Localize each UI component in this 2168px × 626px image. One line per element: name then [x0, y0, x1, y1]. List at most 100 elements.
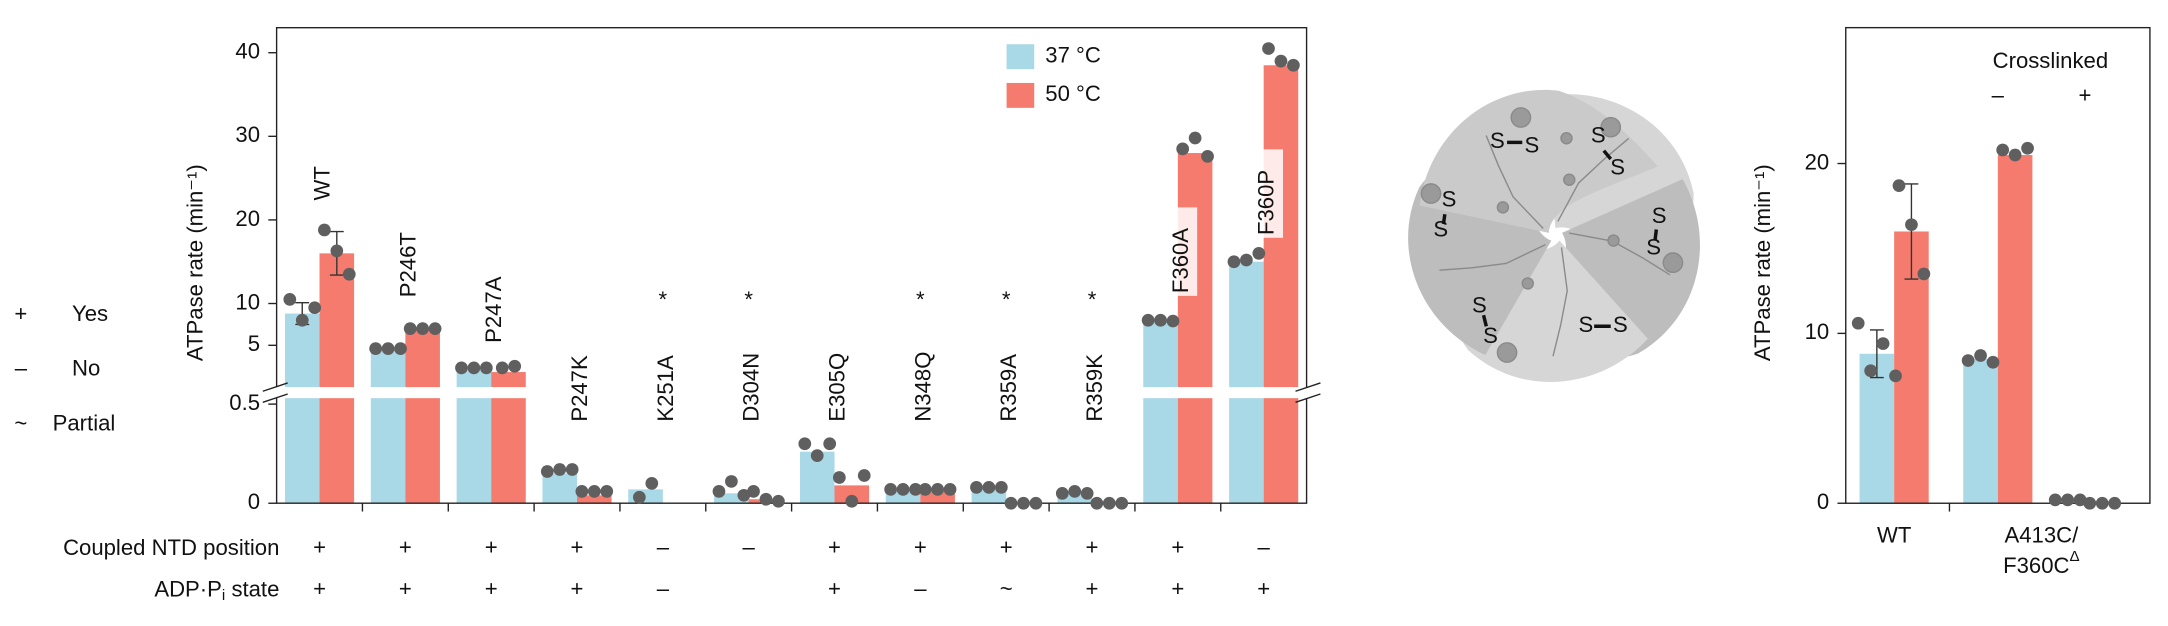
- break-mark: [262, 382, 288, 392]
- chains: [1420, 107, 1684, 363]
- row-symbol: +: [828, 576, 841, 601]
- bar: [1177, 153, 1213, 504]
- replicate-dot: [970, 481, 983, 494]
- replicate-dot: [1287, 58, 1300, 72]
- row-symbol: –: [743, 535, 756, 560]
- replicate-dot: [1154, 313, 1167, 327]
- bar: [405, 328, 440, 504]
- row-label-part: ADP·P: [154, 576, 222, 601]
- replicate-dot: [1851, 316, 1865, 330]
- replicate-dot: [2021, 141, 2034, 155]
- replicate-dot: [1892, 179, 1906, 192]
- s-label: S: [1472, 293, 1487, 318]
- label-bg: [1166, 207, 1198, 296]
- row-symbol: +: [313, 576, 326, 601]
- key-label: No: [72, 356, 100, 381]
- replicate-dot: [1974, 349, 1987, 362]
- row-label: ADP·Pi state: [154, 576, 279, 604]
- replicate-dot: [798, 437, 812, 451]
- axis-frame: [1845, 26, 2151, 504]
- replicate-dot: [1004, 496, 1018, 510]
- category-line: F360C: [2003, 553, 2069, 578]
- replicate-dot: [479, 361, 493, 375]
- bar: [284, 313, 320, 504]
- replicate-dot: [918, 482, 932, 496]
- replicate-dot: [1274, 54, 1288, 68]
- category-label: K251A: [653, 355, 678, 422]
- replicate-dot: [403, 322, 417, 335]
- category-label: WT: [310, 166, 335, 200]
- significance-mark: *: [659, 287, 668, 312]
- replicate-dot: [565, 463, 579, 476]
- replicate-dot: [1201, 150, 1214, 163]
- replicate-dot: [632, 490, 646, 504]
- replicate-dot: [1961, 354, 1975, 367]
- category-label: P246T: [395, 232, 420, 297]
- replicate-dot: [495, 361, 509, 375]
- error-bar: [1904, 183, 1919, 280]
- category-line: A413C/: [2005, 522, 2080, 547]
- replicate-dot: [540, 465, 554, 478]
- row-symbol: +: [1000, 535, 1013, 560]
- y-axis-label: ATPase rate (min⁻¹): [182, 164, 207, 361]
- s-label: S: [1483, 323, 1498, 348]
- y-tick-label: 30: [235, 122, 260, 147]
- replicate-dot: [1166, 314, 1180, 328]
- label-bg: [1252, 149, 1284, 238]
- y-tick-label: 0.5: [229, 390, 260, 415]
- key-symbol: ~: [14, 410, 27, 435]
- replicate-dot: [845, 494, 859, 508]
- replicate-dot: [1068, 484, 1082, 498]
- legend-label: 37 °C: [1045, 43, 1101, 68]
- replicate-dot: [884, 482, 897, 496]
- replicate-dot: [600, 484, 614, 498]
- key-symbol: +: [14, 301, 27, 326]
- replicate-dot: [737, 488, 751, 502]
- replicate-dot: [295, 313, 309, 327]
- replicate-dot: [1176, 142, 1190, 156]
- replicate-dot: [1996, 143, 2010, 157]
- replicate-dot: [553, 463, 567, 476]
- header: Crosslinked: [1993, 48, 2109, 73]
- bar: [370, 348, 406, 504]
- row-symbol: +: [571, 576, 584, 601]
- row-symbol: +: [1086, 576, 1099, 601]
- s-label: S: [1646, 235, 1661, 260]
- replicate-dot: [823, 437, 837, 451]
- key-symbol: –: [15, 356, 28, 381]
- replicate-dot: [1188, 131, 1202, 145]
- y-tick-label: 0: [248, 489, 260, 514]
- row-symbol: +: [399, 535, 412, 560]
- replicate-dot: [931, 482, 944, 496]
- replicate-dot: [1917, 267, 1931, 281]
- replicate-dot: [982, 481, 996, 494]
- replicate-dot: [308, 301, 322, 315]
- y-tick-label: 20: [235, 206, 260, 231]
- replicate-dot: [725, 475, 738, 488]
- category-label: N348Q: [910, 352, 935, 422]
- replicate-dot: [896, 482, 910, 496]
- significance-mark: *: [1088, 287, 1097, 312]
- row-symbol: +: [1171, 576, 1184, 601]
- replicate-dot: [759, 492, 773, 506]
- category-label: R359K: [1082, 354, 1107, 422]
- replicate-dot: [2008, 148, 2022, 162]
- category-label: F360A: [1168, 228, 1193, 293]
- replicate-dot: [772, 494, 785, 508]
- y-axis-label: ATPase rate (min⁻¹): [1750, 164, 1775, 361]
- break-mark: [1295, 393, 1321, 403]
- significance-mark: *: [1002, 287, 1011, 312]
- replicate-dot: [330, 244, 344, 258]
- break-mark: [1295, 382, 1321, 392]
- replicate-dot: [587, 484, 601, 498]
- replicate-dot: [1102, 496, 1116, 510]
- s-label: S: [1613, 312, 1628, 337]
- s-label: S: [1610, 155, 1625, 180]
- s-label: S: [1591, 123, 1606, 148]
- y-tick-label: 40: [235, 39, 260, 64]
- replicate-dot: [318, 223, 331, 237]
- replicate-dot: [1240, 253, 1253, 267]
- replicate-dot: [1115, 496, 1129, 510]
- row-symbol: –: [657, 576, 670, 601]
